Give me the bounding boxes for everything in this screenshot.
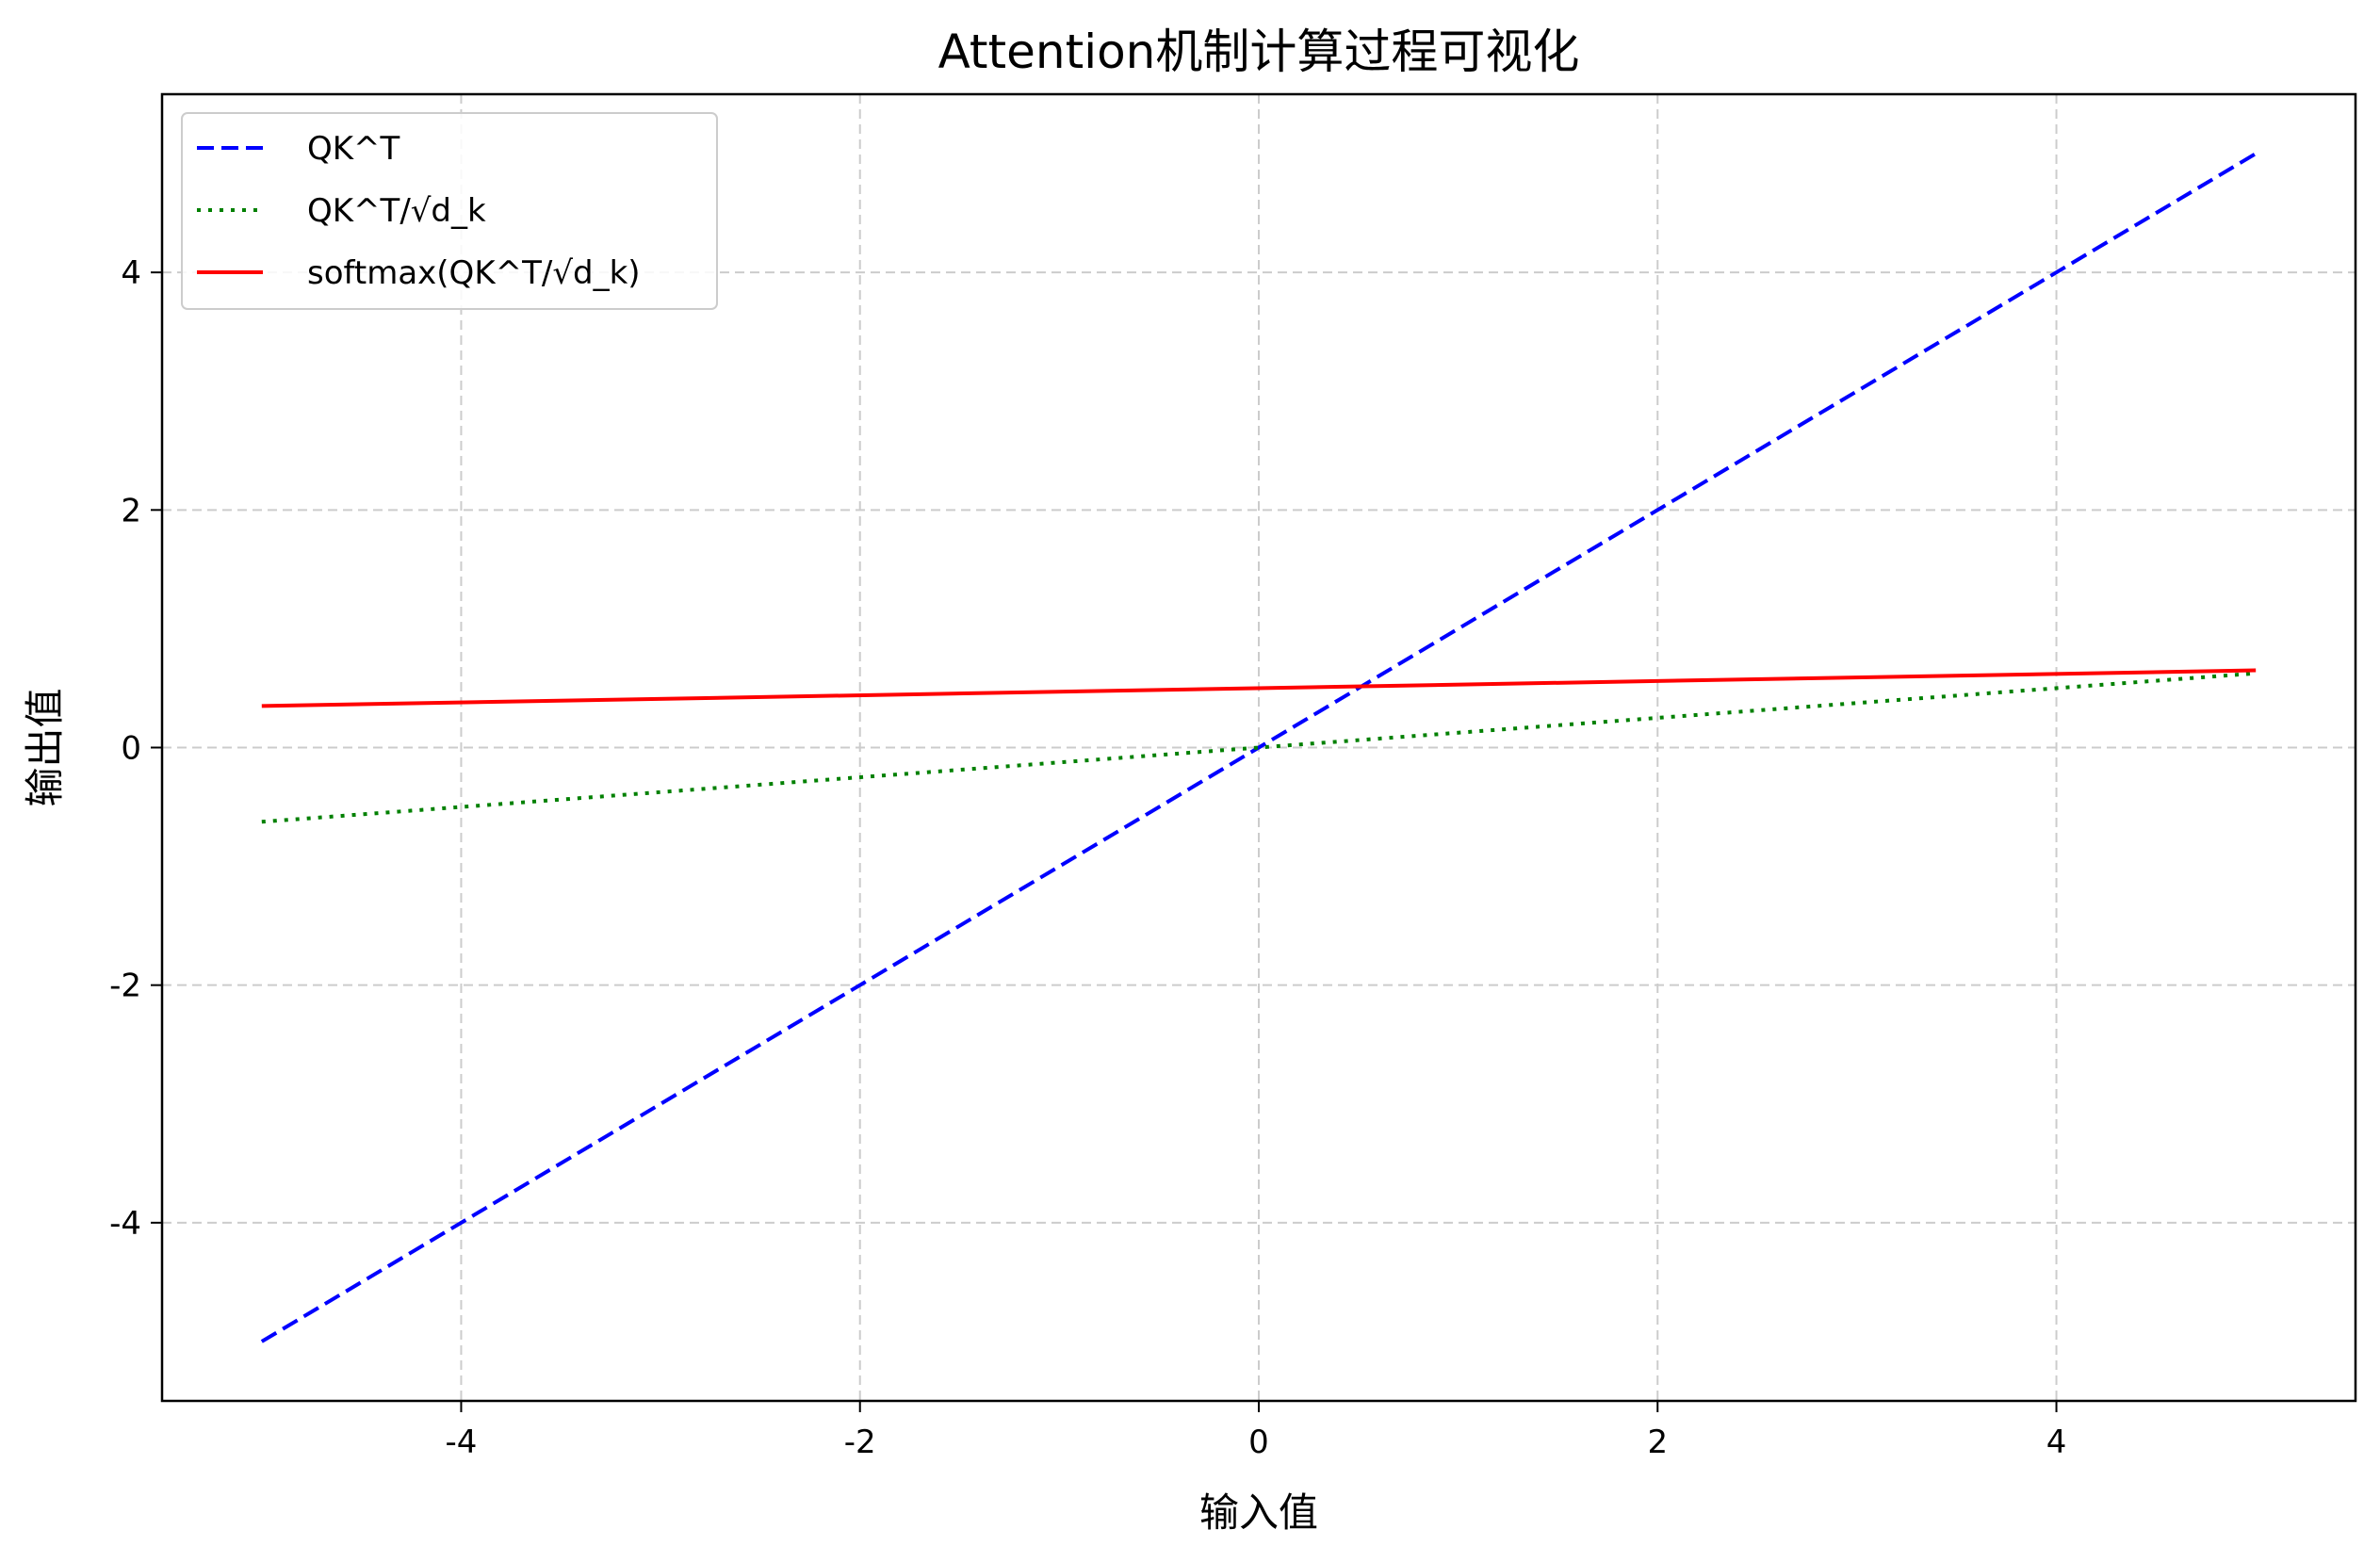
series-layer (260, 152, 2258, 1343)
y-tick-label: 4 (121, 254, 141, 292)
series-line-2 (261, 668, 2257, 708)
legend: QK^T QK^T/√d_k softmax(QK^T/√d_k) (181, 112, 718, 310)
chart-title: Attention机制计算过程可视化 (938, 24, 1580, 79)
y-axis-label: 输出值 (22, 688, 68, 806)
x-tick-label: 0 (1248, 1424, 1269, 1461)
y-tick-label: -4 (109, 1205, 141, 1243)
x-axis-label: 输入值 (1199, 1489, 1318, 1536)
legend-frame (181, 112, 718, 310)
y-tick-label: -2 (109, 968, 141, 1005)
x-tick-label: -2 (844, 1424, 876, 1461)
legend-label-1: QK^T/√d_k (307, 192, 486, 230)
legend-label-2: softmax(QK^T/√d_k) (307, 254, 641, 292)
y-tick-label: 2 (121, 492, 141, 529)
legend-label-0: QK^T (307, 130, 400, 168)
x-tick-label: 2 (1647, 1424, 1668, 1461)
x-tick-label: -4 (446, 1424, 478, 1461)
y-tick-label: 0 (121, 730, 141, 768)
x-tick-label: 4 (2046, 1424, 2067, 1461)
ticks: -4 -2 0 2 4 -4 -2 0 2 4 (109, 254, 2066, 1461)
series-line-0 (260, 152, 2258, 1343)
